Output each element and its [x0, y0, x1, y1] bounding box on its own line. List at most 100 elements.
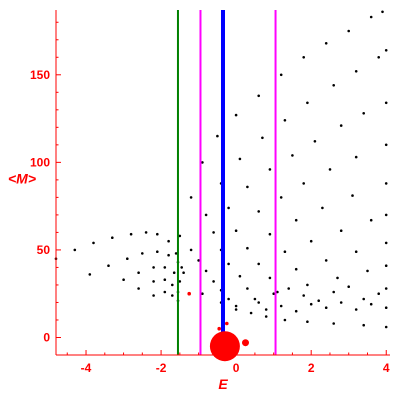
data-point: [122, 278, 125, 282]
data-point: [294, 267, 298, 271]
data-point: [381, 10, 384, 14]
data-point: [324, 42, 328, 45]
data-point: [152, 266, 155, 269]
axes: [55, 10, 390, 356]
x-tick-label: 2: [308, 361, 315, 375]
x-tick-label: -4: [81, 361, 92, 375]
x-tick-label: 0: [233, 361, 240, 375]
data-point: [354, 70, 358, 73]
y-axis-label: <M>: [8, 170, 36, 186]
data-point: [362, 297, 366, 301]
marker: [187, 291, 191, 296]
data-point: [279, 196, 283, 199]
data-point: [246, 287, 249, 290]
data-point: [313, 140, 317, 143]
data-point: [287, 287, 291, 290]
data-point: [238, 157, 242, 161]
data-point: [73, 248, 77, 252]
data-point: [384, 325, 388, 329]
data-point: [384, 143, 388, 147]
data-point: [384, 101, 388, 105]
data-point: [377, 292, 381, 296]
data-point: [279, 304, 283, 308]
data-point: [212, 280, 215, 283]
data-point: [257, 262, 261, 266]
data-point: [234, 229, 238, 232]
data-point: [144, 231, 148, 234]
data-point: [362, 323, 366, 327]
data-point: [234, 304, 238, 308]
data-point: [369, 15, 373, 19]
data-point: [126, 257, 129, 261]
data-point: [309, 302, 313, 306]
data-point: [264, 308, 268, 311]
data-point: [332, 84, 336, 87]
data-point: [163, 290, 167, 294]
data-point: [257, 94, 261, 98]
data-point: [182, 271, 185, 275]
data-point: [384, 213, 388, 217]
data-point: [291, 154, 294, 157]
data-point: [321, 206, 324, 210]
data-point: [354, 250, 358, 253]
data-point: [384, 264, 388, 268]
data-point: [306, 101, 309, 105]
data-point: [156, 232, 159, 236]
data-point: [328, 168, 332, 171]
data-point: [163, 278, 167, 282]
data-point: [88, 273, 92, 276]
data-point: [189, 196, 193, 199]
data-point: [264, 315, 268, 318]
data-point: [257, 301, 261, 304]
x-axis-label: E: [218, 376, 228, 392]
data-point: [336, 276, 339, 280]
data-point: [268, 276, 272, 280]
data-points: [54, 10, 388, 329]
ticks: -4 -2 0 2 4 0 50 100 150: [30, 21, 390, 375]
data-point: [354, 155, 358, 159]
data-point: [227, 297, 230, 301]
data-point: [197, 259, 200, 262]
data-point: [354, 308, 358, 311]
data-point: [324, 259, 328, 262]
data-point: [246, 185, 249, 189]
y-tick-label: 0: [43, 330, 50, 344]
data-point: [189, 248, 193, 252]
data-point: [283, 250, 287, 253]
data-point: [268, 232, 272, 236]
x-tick-label: 4: [383, 361, 390, 375]
data-point: [111, 236, 114, 239]
data-point: [384, 306, 388, 310]
marker: [209, 331, 240, 362]
data-point: [384, 287, 388, 290]
data-point: [279, 73, 283, 77]
data-point: [249, 311, 253, 315]
data-point: [204, 269, 208, 273]
data-point: [268, 168, 272, 171]
data-point: [257, 210, 261, 213]
data-point: [178, 280, 182, 283]
data-point: [384, 49, 388, 52]
data-point: [129, 232, 133, 236]
data-point: [283, 119, 287, 122]
data-point: [377, 56, 381, 59]
data-point: [302, 182, 306, 185]
data-point: [283, 318, 287, 322]
data-point: [201, 161, 204, 164]
data-point: [306, 283, 309, 287]
marker: [225, 321, 229, 326]
marker: [217, 326, 221, 331]
data-point: [384, 241, 388, 245]
data-point: [137, 271, 140, 275]
data-point: [339, 301, 343, 304]
data-point: [369, 218, 373, 222]
data-point: [137, 287, 140, 290]
data-point: [152, 294, 155, 297]
data-point: [276, 290, 279, 294]
data-point: [302, 56, 306, 59]
data-point: [180, 266, 183, 269]
data-point: [306, 320, 309, 324]
data-point: [339, 229, 343, 232]
data-point: [246, 246, 249, 250]
